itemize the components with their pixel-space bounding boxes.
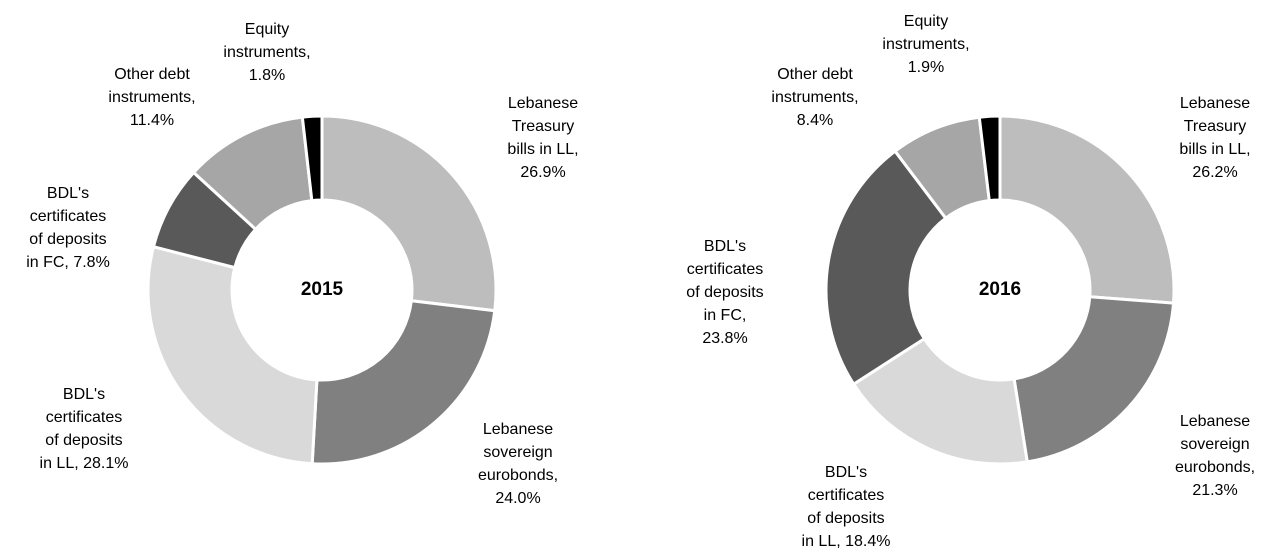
data-label: sovereign bbox=[483, 444, 552, 461]
data-label: certificates bbox=[687, 261, 763, 278]
data-label: 26.2% bbox=[1192, 164, 1237, 181]
donut-segment bbox=[851, 336, 1029, 466]
data-label: certificates bbox=[808, 487, 884, 504]
data-label: BDL's bbox=[825, 464, 867, 481]
donut-segment bbox=[977, 114, 1002, 203]
data-label: instruments, bbox=[771, 89, 858, 106]
data-label: Lebanese bbox=[508, 95, 578, 112]
data-label: in FC, 7.8% bbox=[26, 254, 110, 271]
data-label: BDL's bbox=[63, 386, 105, 403]
data-label: eurobonds, bbox=[478, 467, 558, 484]
data-label: 21.3% bbox=[1192, 482, 1237, 499]
data-label: 24.0% bbox=[495, 490, 540, 507]
data-label: Lebanese bbox=[483, 421, 553, 438]
data-label: BDL's bbox=[704, 238, 746, 255]
donut-segment bbox=[310, 299, 497, 466]
data-label: 1.8% bbox=[249, 67, 285, 84]
data-label: in FC, bbox=[704, 307, 747, 324]
data-label: Lebanese bbox=[1180, 95, 1250, 112]
data-label: instruments, bbox=[882, 36, 969, 53]
data-label: 23.8% bbox=[702, 330, 747, 347]
data-label: 8.4% bbox=[797, 112, 833, 129]
data-label: certificates bbox=[46, 409, 122, 426]
data-label: of deposits bbox=[807, 510, 884, 527]
data-label: 1.9% bbox=[908, 59, 944, 76]
data-label: 26.9% bbox=[520, 164, 565, 181]
data-label: sovereign bbox=[1180, 436, 1249, 453]
donut-segment bbox=[824, 149, 948, 387]
data-label: of deposits bbox=[29, 231, 106, 248]
donut-segment bbox=[146, 244, 319, 466]
donut-segment bbox=[1012, 295, 1176, 464]
donut-segment bbox=[320, 114, 498, 313]
data-label: instruments, bbox=[223, 44, 310, 61]
data-label: Equity bbox=[904, 13, 948, 30]
data-label: in LL, 18.4% bbox=[802, 533, 891, 550]
data-label: of deposits bbox=[45, 432, 122, 449]
data-label: Other debt bbox=[777, 66, 853, 83]
donut-segment bbox=[998, 114, 1176, 305]
data-label: eurobonds, bbox=[1175, 459, 1255, 476]
data-label: bills in LL, bbox=[1179, 141, 1250, 158]
data-label: BDL's bbox=[47, 185, 89, 202]
data-label: Treasury bbox=[1184, 118, 1247, 135]
data-label: Equity bbox=[245, 21, 289, 38]
donut-segment bbox=[300, 114, 324, 203]
data-label: Other debt bbox=[114, 66, 190, 83]
data-label: certificates bbox=[30, 208, 106, 225]
data-label: 11.4% bbox=[130, 112, 174, 129]
data-label: bills in LL, bbox=[507, 141, 578, 158]
data-label: Lebanese bbox=[1180, 413, 1250, 430]
center-title: 2015 bbox=[301, 279, 344, 300]
center-title: 2016 bbox=[979, 279, 1021, 300]
data-label: Treasury bbox=[512, 118, 575, 135]
data-label: in LL, 28.1% bbox=[40, 455, 129, 472]
data-label: of deposits bbox=[686, 284, 763, 301]
data-label: instruments, bbox=[108, 89, 195, 106]
